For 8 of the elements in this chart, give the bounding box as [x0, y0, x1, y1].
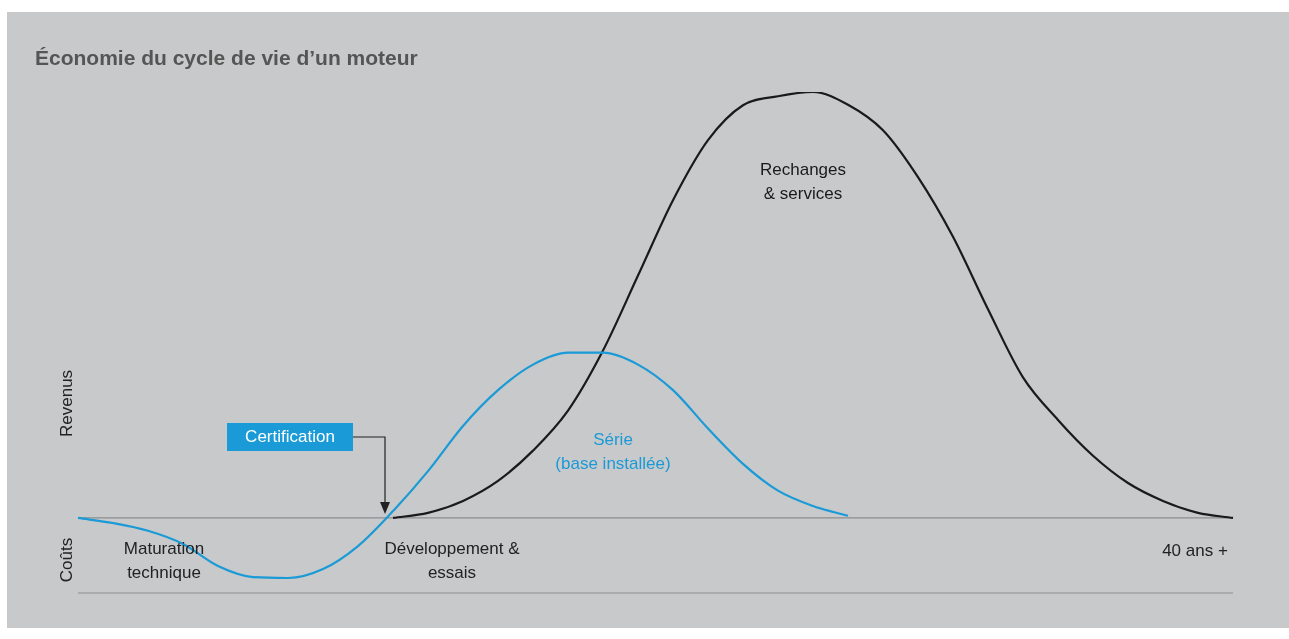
- text: Coûts: [56, 536, 77, 585]
- chart-title: Économie du cycle de vie d’un moteur: [35, 46, 418, 70]
- annotation: Développement & essais: [383, 538, 521, 584]
- text: Rechanges & services: [759, 160, 847, 203]
- y-axis-title: Revenus: [56, 369, 77, 437]
- series-label: Série (base installée): [555, 429, 671, 473]
- annotation: 40 ans +: [1161, 540, 1229, 562]
- annotation: Certification: [227, 423, 353, 451]
